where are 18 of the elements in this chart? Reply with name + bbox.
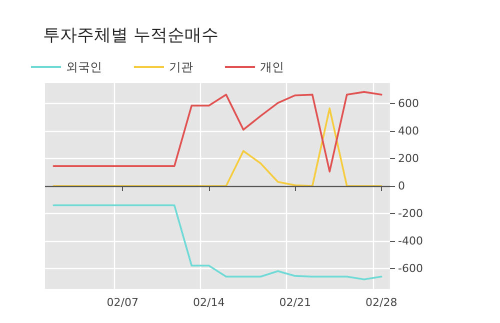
x-tick-label: 02/07 [106,296,138,309]
chart-title: 투자주체별 누적순매수 [43,26,218,46]
line-series [52,108,382,187]
legend-label: 개인 [260,60,284,74]
y-tick-label: -400 [398,234,423,248]
line-series [52,204,382,280]
x-tick-label: 02/28 [366,296,398,309]
line-series [52,91,382,172]
y-tick-label: -200 [398,206,423,220]
legend-label: 기관 [169,60,193,74]
legend-label: 외국인 [66,60,102,74]
y-tick-label: 0 [398,180,405,192]
x-tick-label: 02/14 [193,296,225,309]
y-tick-label: -600 [398,262,423,275]
y-tick-label: 400 [398,124,419,138]
y-tick-label: 200 [398,152,419,166]
x-tick-label: 02/21 [279,296,311,309]
y-tick-label: 600 [398,97,419,110]
